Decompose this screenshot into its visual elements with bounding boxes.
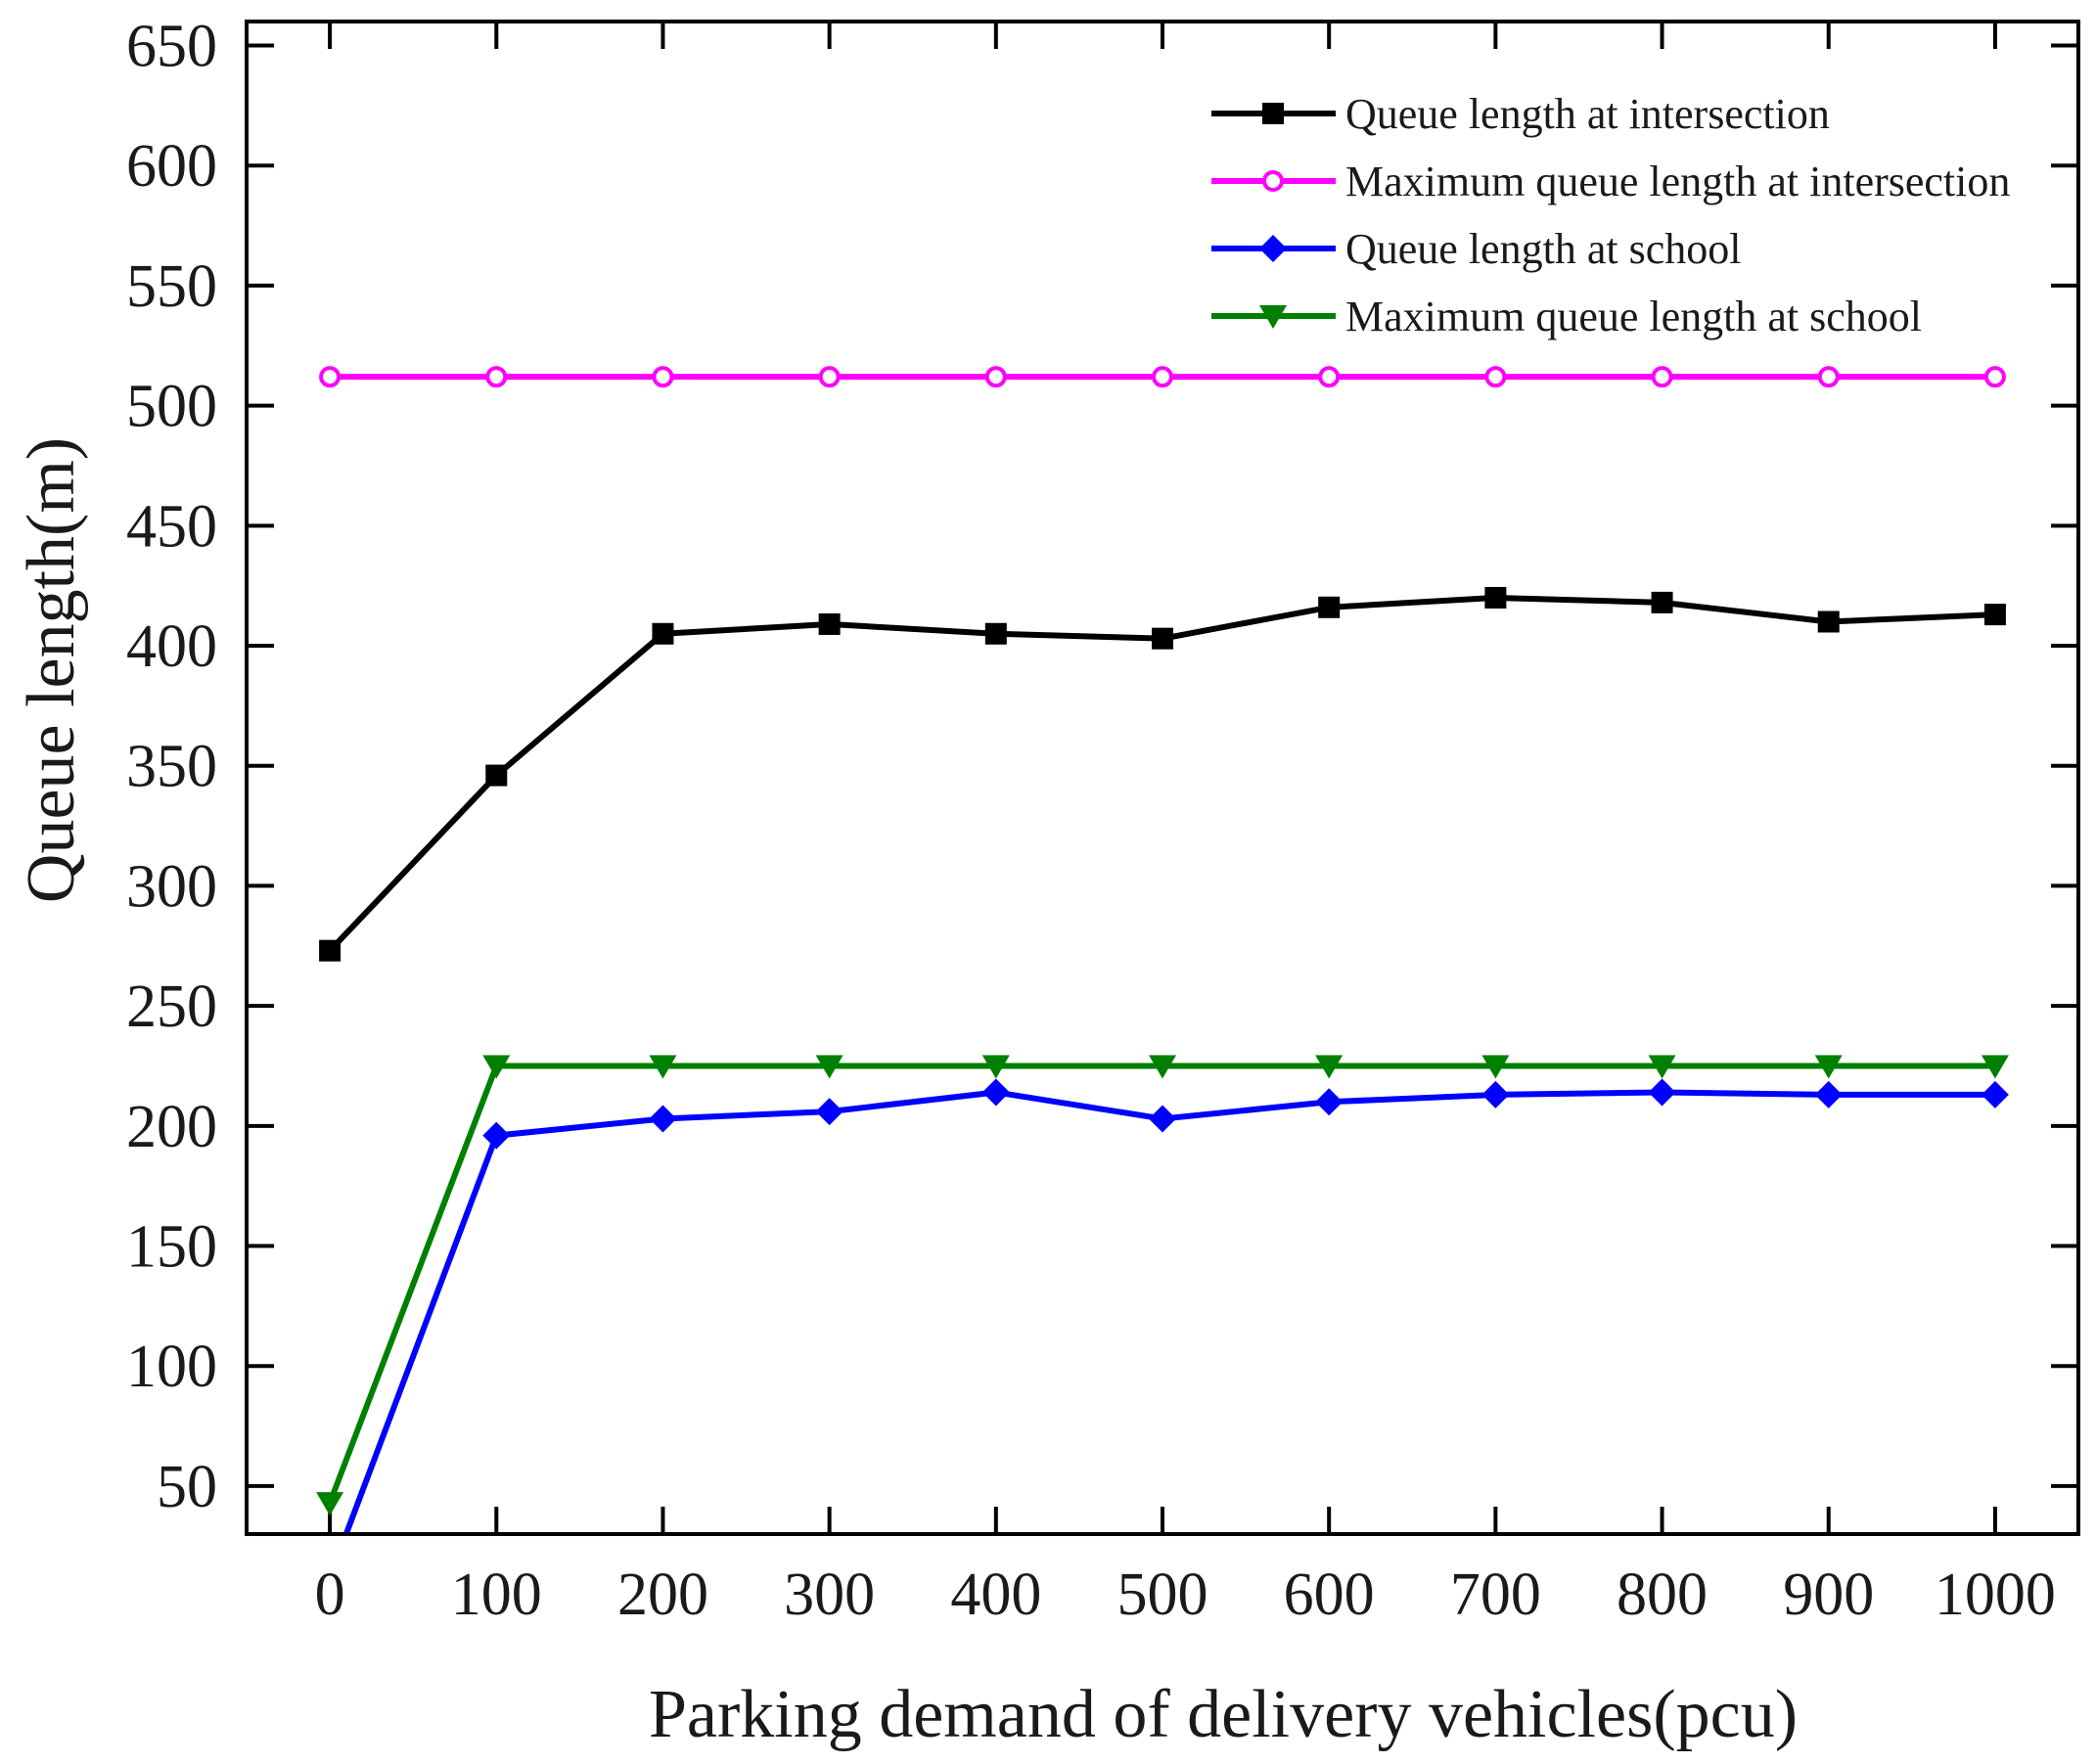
- data-point: [482, 1055, 511, 1079]
- data-point: [1651, 366, 1673, 388]
- data-point: [818, 366, 841, 388]
- data-point: [1315, 1088, 1344, 1116]
- x-tick-labels: 0 100 200 300 400 500 600 700 800 900 1000: [315, 1561, 2056, 1628]
- x-tick-label: 800: [1617, 1561, 1708, 1628]
- y-tick-label: 600: [126, 133, 217, 200]
- legend: Queue length at intersection Maximum queu…: [1211, 90, 2010, 340]
- x-tick-label: 0: [315, 1561, 345, 1628]
- data-point: [482, 1121, 511, 1150]
- data-point: [1149, 1055, 1176, 1079]
- x-tick-label: 700: [1450, 1561, 1541, 1628]
- data-point: [1983, 366, 2006, 388]
- y-tick-label: 100: [126, 1334, 217, 1400]
- y-tick-label: 450: [126, 493, 217, 560]
- legend-item: Maximum queue length at school: [1211, 293, 1922, 340]
- legend-label: Queue length at intersection: [1345, 90, 1830, 138]
- data-point: [1814, 1080, 1843, 1108]
- legend-label: Queue length at school: [1345, 225, 1741, 273]
- legend-item: Queue length at school: [1211, 225, 1741, 273]
- data-point: [1983, 604, 2006, 626]
- legend-item: Queue length at intersection: [1211, 90, 1830, 138]
- legend-label: Maximum queue length at intersection: [1345, 158, 2010, 205]
- y-tick-label: 500: [126, 374, 217, 440]
- data-point: [981, 1078, 1010, 1107]
- data-point: [1152, 627, 1173, 650]
- data-point: [1648, 1055, 1676, 1079]
- data-point: [984, 366, 1007, 388]
- legend-marker: [1262, 170, 1284, 192]
- axis-ticks: [247, 22, 2078, 1534]
- legend-marker: [1259, 235, 1287, 262]
- legend-label: Maximum queue length at school: [1345, 293, 1922, 340]
- x-axis-title: Parking demand of delivery vehicles(pcu): [649, 1677, 1798, 1752]
- data-point: [1981, 1055, 2009, 1079]
- data-point: [485, 366, 508, 388]
- data-point: [485, 764, 508, 787]
- data-point: [1315, 1055, 1344, 1079]
- data-point: [1814, 1055, 1843, 1079]
- series-3: [342, 1078, 2009, 1534]
- data-point: [818, 612, 841, 635]
- data-point: [1817, 611, 1840, 633]
- data-point: [319, 939, 342, 962]
- legend-marker: [1259, 305, 1287, 329]
- legend-marker: [1262, 103, 1284, 124]
- data-point: [815, 1055, 843, 1079]
- y-tick-labels: 50 100 150 200 250 300 350 400 450 500 550 600 650: [126, 14, 217, 1520]
- plot-frame: [245, 20, 2080, 1536]
- series-4: [316, 1055, 2009, 1516]
- y-axis-title: Queue length(m): [14, 437, 89, 903]
- data-point: [1651, 591, 1673, 613]
- y-tick-label: 200: [126, 1094, 217, 1160]
- y-tick-label: 250: [126, 973, 217, 1040]
- data-point: [1481, 1080, 1510, 1108]
- x-tick-label: 400: [950, 1561, 1041, 1628]
- data-point: [652, 622, 674, 645]
- data-point: [319, 366, 342, 388]
- y-tick-label: 400: [126, 613, 217, 680]
- x-tick-label: 1000: [1935, 1561, 2056, 1628]
- series-layer: [316, 366, 2009, 1534]
- y-tick-label: 350: [126, 734, 217, 800]
- data-point: [1318, 366, 1341, 388]
- data-point: [652, 366, 674, 388]
- x-tick-label: 900: [1783, 1561, 1874, 1628]
- data-point: [1484, 586, 1507, 609]
- x-tick-label: 500: [1117, 1561, 1208, 1628]
- data-point: [981, 1055, 1010, 1079]
- y-tick-label: 50: [157, 1454, 217, 1520]
- data-point: [1149, 1105, 1176, 1133]
- series-2: [319, 366, 2006, 388]
- data-point: [1152, 366, 1173, 388]
- x-tick-label: 200: [617, 1561, 708, 1628]
- data-point: [1318, 596, 1341, 618]
- x-tick-label: 100: [451, 1561, 542, 1628]
- data-point: [1484, 366, 1507, 388]
- data-point: [649, 1055, 677, 1079]
- y-tick-label: 650: [126, 14, 217, 80]
- y-tick-label: 550: [126, 253, 217, 320]
- x-tick-label: 600: [1284, 1561, 1375, 1628]
- y-tick-label: 150: [126, 1214, 217, 1281]
- legend-item: Maximum queue length at intersection: [1211, 158, 2010, 205]
- data-point: [984, 622, 1007, 645]
- data-point: [1648, 1078, 1676, 1107]
- data-point: [815, 1098, 843, 1126]
- data-point: [1981, 1080, 2009, 1108]
- data-point: [1481, 1055, 1510, 1079]
- data-point: [1817, 366, 1840, 388]
- x-tick-label: 300: [784, 1561, 875, 1628]
- data-point: [649, 1105, 677, 1133]
- data-point: [316, 1492, 344, 1516]
- y-tick-label: 300: [126, 853, 217, 920]
- series-1: [319, 586, 2006, 962]
